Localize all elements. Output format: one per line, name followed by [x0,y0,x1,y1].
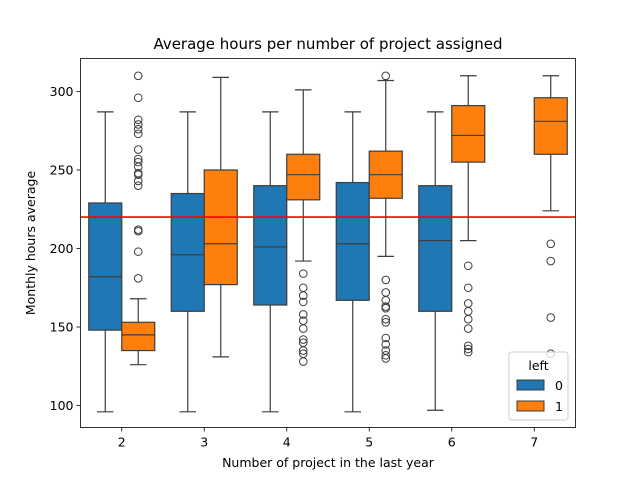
plot-frame [80,58,576,428]
outlier-point [298,316,308,326]
outlier-point [133,168,143,178]
box-body [418,185,453,312]
outlier-point [298,283,308,293]
outlier-point [463,324,473,333]
y-tick-label: 250 [50,162,74,177]
outlier-point [463,307,473,316]
box-1-5 [368,71,403,363]
outlier-point [463,347,473,357]
box-0-5 [335,111,370,413]
y-tick-label: 150 [50,320,74,335]
x-tick-label: 7 [530,435,538,450]
outlier-point [133,157,143,167]
x-axis-label: Number of project in the last year [222,455,435,470]
outlier-point [381,275,391,285]
outlier-point [463,341,473,351]
outlier-point [381,339,391,349]
y-tick-label: 300 [50,84,74,99]
box-body [335,181,370,301]
outlier-point [133,274,143,283]
legend-label-0: 0 [555,378,563,393]
legend-label-1: 1 [555,399,563,414]
x-tick-label: 2 [118,435,126,450]
box-1-2 [121,71,156,366]
box-0-2 [88,111,123,413]
outlier-point [381,350,391,360]
box-body [253,185,288,306]
outlier-point [463,261,473,271]
outlier-point [133,225,143,234]
outlier-point [133,154,143,164]
box-body [533,97,568,155]
outlier-point [381,317,391,327]
box-body [203,169,238,286]
y-tick-label: 100 [50,398,74,413]
box-0-4 [253,111,288,413]
outlier-point [133,129,143,139]
outlier-point [133,115,143,125]
outlier-point [546,256,556,266]
box-body [121,321,156,352]
x-tick-label: 3 [200,435,208,450]
box-1-7 [533,75,568,359]
outlier-point [381,71,391,81]
box-body [88,202,123,331]
outlier-point [463,314,473,324]
outlier-point [546,313,556,322]
outlier-point [298,349,308,359]
outlier-point [381,333,391,343]
outlier-point [133,145,143,154]
outlier-point [546,239,556,249]
legend-title: left [528,358,548,373]
box-0-6 [418,111,453,411]
legend-swatch-1 [516,400,545,412]
axes: 100 150 200 250 300 2 3 4 5 6 7 [50,84,539,450]
outlier-point [298,335,308,344]
x-tick-label: 5 [365,435,373,450]
chart-title: Average hours per number of project assi… [153,35,502,53]
outlier-point [381,302,391,311]
outlier-point [133,181,143,190]
outlier-point [298,357,308,366]
legend-swatch-0 [516,379,545,391]
outlier-point [463,283,473,293]
legend: left 0 1 [508,351,569,421]
box-1-6 [451,75,486,357]
outlier-point [298,269,308,278]
box-body [451,105,486,163]
box-body [170,192,205,312]
box-1-3 [203,76,238,358]
outlier-point [463,299,473,308]
outlier-point [133,71,143,81]
outlier-point [381,314,391,324]
x-tick-label: 4 [283,435,291,450]
outlier-point [133,93,143,103]
outlier-point [381,288,391,297]
outlier-point [298,297,308,307]
outlier-point [298,324,308,333]
outlier-point [298,338,308,348]
box-1-4 [286,89,321,366]
outlier-point [133,247,143,256]
box-body [286,153,321,201]
box-0-3 [170,111,205,413]
y-tick-label: 200 [50,241,74,256]
outlier-point [298,310,308,319]
y-axis-label: Monthly hours average [23,171,38,316]
outlier-point [381,346,391,355]
outlier-point [133,124,143,134]
outlier-point [133,120,143,129]
x-tick-label: 6 [448,435,456,450]
outlier-point [463,344,473,354]
plot-area [80,71,576,413]
